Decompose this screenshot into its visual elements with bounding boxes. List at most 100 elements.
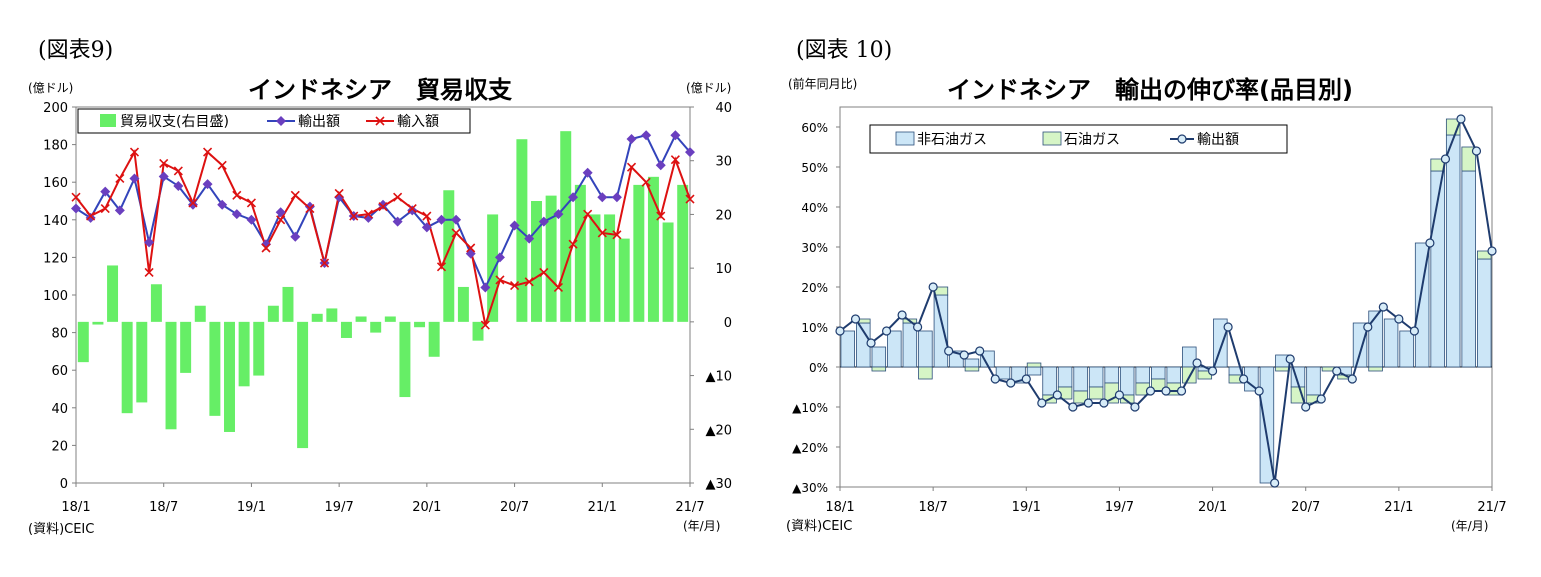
imports-point (626, 162, 637, 172)
non-oil-gas-bar (1352, 322, 1368, 368)
growth-point (850, 314, 861, 324)
balance-bar (194, 305, 206, 322)
left-tick-label: 20 (51, 439, 68, 454)
balance-bar (180, 321, 192, 373)
non-oil-gas-bar (1461, 170, 1476, 368)
balance-bar (633, 184, 645, 322)
imports-point (363, 209, 373, 219)
exports-point (582, 167, 593, 178)
imports-point (422, 211, 432, 221)
figure-10-label: (図表 10) (796, 38, 892, 63)
growth-point (1316, 394, 1326, 404)
chart-2-bars (840, 118, 1492, 484)
oil-gas-bar (1088, 386, 1104, 400)
non-oil-gas-bar (1399, 330, 1414, 368)
y-tick-label: 60% (801, 121, 828, 135)
balance-bar (414, 321, 426, 328)
exports-point (670, 130, 681, 141)
growth-point (1114, 390, 1125, 400)
non-oil-gas-bar (1042, 366, 1057, 396)
exports-point (158, 171, 169, 182)
growth-point (913, 322, 923, 332)
x-tick-label: 19/1 (1012, 500, 1041, 515)
exports-point (85, 212, 96, 223)
exports-point (202, 179, 213, 190)
balance-bar (150, 284, 162, 322)
chart-1-lines (71, 130, 695, 330)
imports-point (510, 281, 520, 291)
growth-point (1207, 366, 1218, 376)
imports-point (539, 267, 549, 278)
balance-bar (560, 131, 572, 322)
growth-point (1083, 398, 1093, 408)
non-oil-gas-bar (1414, 242, 1430, 368)
balance-bar (574, 184, 586, 322)
legend-imports-marker (375, 116, 385, 126)
exports-point (655, 160, 666, 171)
balance-bar (355, 316, 367, 322)
growth-point (1192, 358, 1202, 368)
y-tick-label: 20% (801, 281, 828, 295)
growth-point (881, 326, 892, 336)
chart-2-line (835, 114, 1497, 488)
growth-point (1456, 114, 1466, 124)
exports-point (538, 216, 549, 227)
imports-point (612, 230, 622, 240)
exports-point (173, 180, 184, 191)
balance-bar (253, 321, 265, 376)
non-oil-gas-bar (1119, 366, 1135, 396)
imports-point (261, 243, 271, 253)
x-tick-label: 21/7 (675, 500, 704, 515)
balance-bar (107, 265, 119, 322)
chart-2-legend: 非石油ガス 石油ガス 輸出額 (869, 124, 1288, 154)
exports-point (187, 199, 198, 210)
growth-point (944, 346, 954, 356)
balance-bar (238, 321, 250, 387)
exports-point (363, 212, 374, 223)
growth-point (897, 310, 907, 320)
chart-2-title: インドネシア 輸出の伸び率(品目別) (947, 76, 1353, 104)
growth-point (1052, 390, 1062, 400)
exports-point (334, 192, 345, 203)
legend-imports-label: 輸入額 (397, 114, 439, 130)
imports-point (393, 192, 403, 202)
left-tick-label: 140 (43, 214, 68, 229)
non-oil-gas-bar (887, 330, 902, 368)
balance-bar (326, 308, 338, 322)
legend-non-oil-swatch (895, 131, 915, 146)
exports-point (129, 173, 140, 184)
chart-1-x-axis: 18/1 18/7 19/1 19/7 20/1 20/7 21/1 21/7 (61, 483, 705, 515)
x-tick-label: 20/1 (1198, 500, 1227, 515)
growth-point (866, 338, 876, 348)
right-tick-label: 10 (715, 262, 732, 277)
non-oil-gas-bar (840, 330, 855, 368)
growth-point (1176, 386, 1187, 396)
balance-bar (77, 321, 89, 363)
left-tick-label: 0 (60, 477, 68, 492)
non-oil-gas-bar (918, 330, 933, 368)
y-tick-label: ▲10% (792, 401, 828, 415)
exports-point (641, 130, 652, 141)
oil-gas-bar (1026, 362, 1042, 368)
imports-point (159, 158, 169, 168)
left-tick-label: 160 (43, 176, 68, 191)
balance-bar (647, 176, 659, 322)
chart-2-x-axis: 18/1 18/7 19/1 19/7 20/1 20/7 21/1 21/7 (825, 487, 1507, 515)
exports-point (304, 201, 315, 212)
imports-point (319, 258, 330, 268)
y-tick-label: 50% (801, 161, 828, 175)
x-tick-label: 20/1 (412, 500, 441, 515)
chart-1-left-axis: 0 20 40 60 80 100 120 140 160 180 200 (43, 101, 76, 492)
legend-balance-label: 貿易収支(右目盛) (120, 114, 229, 130)
growth-point (1239, 374, 1249, 384)
non-oil-gas-bar (1477, 258, 1492, 368)
imports-point (641, 177, 651, 187)
growth-point (1363, 322, 1373, 332)
exports-point (275, 207, 286, 218)
growth-point (1440, 154, 1451, 164)
imports-point (597, 228, 607, 238)
balance-bar (487, 214, 499, 322)
growth-point (1130, 402, 1140, 412)
left-tick-label: 40 (51, 402, 68, 417)
